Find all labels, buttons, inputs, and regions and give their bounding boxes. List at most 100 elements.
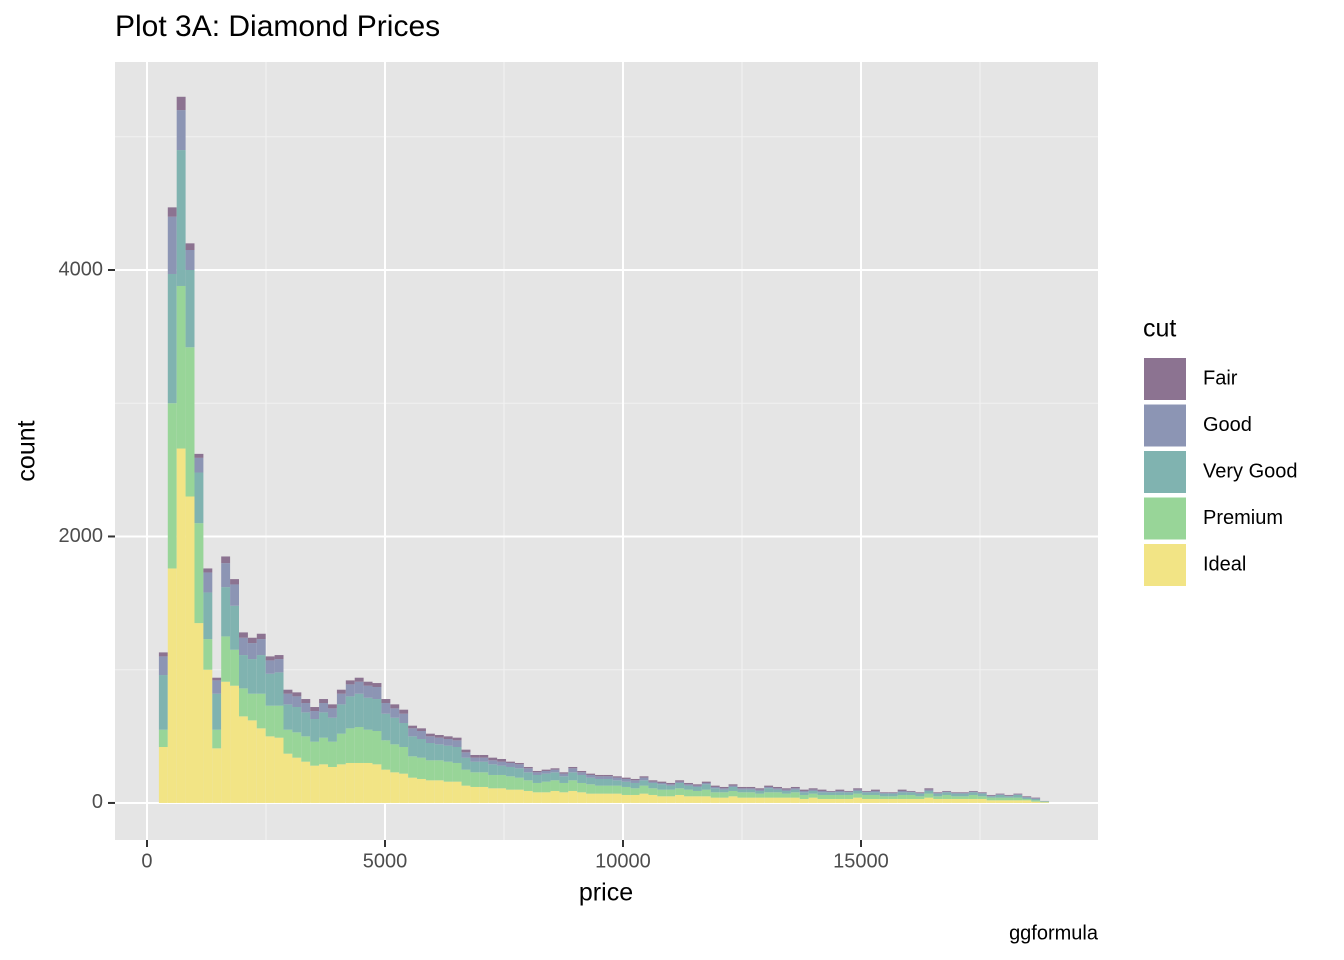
bar-segment — [595, 776, 604, 779]
bar-segment — [176, 96, 186, 111]
bar-segment — [372, 699, 382, 732]
bar-segment — [639, 793, 649, 803]
bar-segment — [1013, 797, 1023, 801]
bar-segment — [942, 798, 952, 803]
bar-segment — [265, 656, 275, 661]
bar-segment — [203, 669, 213, 803]
bar-segment — [799, 792, 809, 795]
bar-segment — [755, 793, 765, 798]
bar-segment — [336, 733, 346, 765]
y-tick-label: 4000 — [59, 258, 104, 280]
bar-segment — [452, 737, 462, 741]
bar-segment — [799, 798, 809, 803]
bar-segment — [514, 789, 524, 803]
bar-segment — [870, 789, 880, 791]
bar-segment — [879, 798, 889, 803]
bar-segment — [960, 792, 969, 794]
bar-segment — [684, 785, 693, 790]
bar-segment — [1004, 797, 1014, 801]
bar-segment — [568, 790, 578, 803]
bar-segment — [977, 793, 987, 797]
bar-segment — [586, 793, 596, 803]
x-tick-label: 5000 — [363, 850, 408, 872]
bar-segment — [470, 786, 480, 803]
bar-segment — [737, 789, 747, 793]
bar-segment — [523, 768, 533, 773]
bar-segment — [479, 757, 489, 762]
legend-key — [1142, 356, 1188, 402]
bar-segment — [461, 785, 471, 803]
legend-key — [1142, 449, 1188, 495]
bar-segment — [230, 685, 239, 803]
bar-segment — [167, 216, 177, 274]
bar-segment — [283, 704, 293, 730]
bar-segment — [773, 789, 782, 793]
bar-segment — [568, 780, 578, 791]
bar-segment — [897, 789, 907, 791]
bar-segment — [675, 788, 685, 795]
bar-segment — [746, 786, 756, 789]
bar-segment — [514, 762, 524, 765]
bar-segment — [746, 788, 756, 790]
bar-segment — [684, 784, 693, 786]
bar-segment — [764, 786, 774, 789]
bar-segment — [1031, 798, 1041, 799]
bar-segment — [684, 789, 693, 797]
bar-segment — [247, 720, 257, 803]
bar-segment — [523, 790, 533, 803]
bar-segment — [853, 790, 863, 794]
bar-segment — [265, 736, 275, 803]
bar-segment — [630, 782, 640, 789]
bar-segment — [773, 788, 782, 790]
bar-segment — [470, 754, 480, 758]
bar-segment — [434, 780, 444, 803]
legend-key — [1142, 495, 1188, 542]
bar-segment — [247, 693, 257, 721]
legend-label: Good — [1203, 414, 1252, 436]
bar-segment — [452, 762, 462, 782]
bar-segment — [639, 785, 649, 794]
bar-segment — [1022, 796, 1032, 798]
bar-segment — [684, 796, 693, 803]
bar-segment — [221, 563, 231, 588]
bar-segment — [550, 790, 560, 803]
bar-segment — [336, 689, 346, 694]
bar-segment — [1013, 800, 1023, 803]
bar-segment — [158, 746, 168, 803]
bar-segment — [336, 693, 346, 705]
legend-label: Fair — [1203, 367, 1238, 389]
bar-segment — [666, 796, 676, 803]
bar-segment — [951, 792, 961, 794]
bar-segment — [621, 778, 631, 782]
bar-segment — [781, 790, 791, 794]
bar-segment — [790, 789, 800, 793]
bar-segment — [319, 764, 329, 803]
bar-segment — [399, 746, 409, 774]
bar-segment — [176, 285, 186, 449]
bar-segment — [488, 788, 498, 803]
bar-segment — [470, 757, 480, 762]
bar-segment — [595, 774, 604, 777]
bar-segment — [701, 784, 711, 790]
bar-segment — [221, 556, 231, 564]
bar-segment — [960, 798, 969, 803]
bar-segment — [657, 781, 667, 783]
bar-segment — [399, 713, 409, 724]
bar-segment — [390, 772, 400, 803]
bar-segment — [995, 794, 1005, 798]
bar-segment — [461, 752, 471, 758]
bar-segment — [559, 773, 569, 777]
bar-segment — [603, 774, 613, 777]
bar-segment — [728, 790, 738, 797]
bar-segment — [1004, 800, 1014, 803]
bar-segment — [701, 782, 711, 785]
x-axis-label: price — [579, 879, 633, 907]
bar-segment — [158, 656, 168, 676]
bar-segment — [328, 708, 337, 718]
bar-segment — [835, 798, 845, 803]
bar-segment — [603, 776, 613, 779]
caption: ggformula — [1009, 922, 1099, 944]
bar-segment — [692, 784, 702, 786]
bar-segment — [167, 568, 177, 803]
